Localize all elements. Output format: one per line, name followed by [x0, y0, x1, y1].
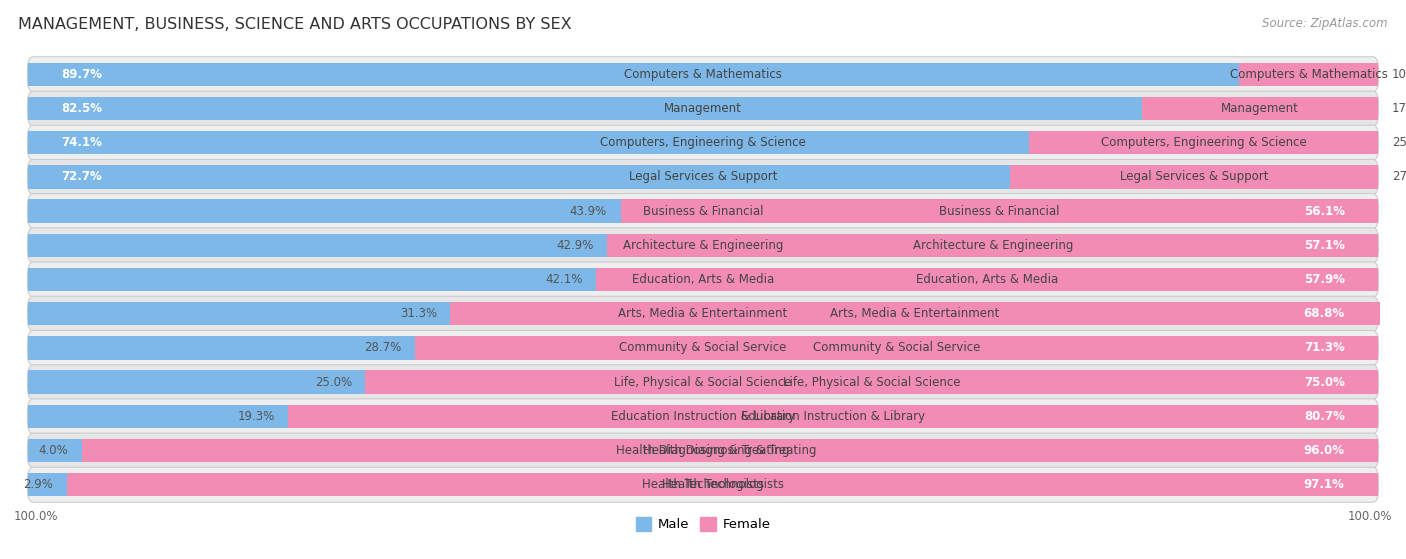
Text: Community & Social Service: Community & Social Service [619, 342, 787, 354]
Text: 97.1%: 97.1% [1303, 479, 1344, 491]
Text: 57.1%: 57.1% [1303, 239, 1344, 252]
FancyBboxPatch shape [28, 296, 1378, 331]
Text: 80.7%: 80.7% [1303, 410, 1344, 423]
FancyBboxPatch shape [28, 467, 1378, 502]
Text: 28.7%: 28.7% [364, 342, 402, 354]
Text: 10.3%: 10.3% [1392, 68, 1406, 80]
Bar [1239, 63, 1378, 86]
Bar [28, 165, 1010, 188]
Text: 27.3%: 27.3% [1392, 170, 1406, 183]
Text: Education Instruction & Library: Education Instruction & Library [612, 410, 794, 423]
Bar [82, 439, 1378, 462]
Text: Life, Physical & Social Science: Life, Physical & Social Science [614, 376, 792, 389]
FancyBboxPatch shape [28, 125, 1378, 160]
Bar [28, 439, 82, 462]
Text: 75.0%: 75.0% [1303, 376, 1344, 389]
Bar [28, 63, 1239, 86]
Text: 19.3%: 19.3% [238, 410, 274, 423]
Text: MANAGEMENT, BUSINESS, SCIENCE AND ARTS OCCUPATIONS BY SEX: MANAGEMENT, BUSINESS, SCIENCE AND ARTS O… [18, 17, 572, 32]
Text: 17.5%: 17.5% [1392, 102, 1406, 115]
Text: Community & Social Service: Community & Social Service [813, 342, 980, 354]
Text: Education, Arts & Media: Education, Arts & Media [631, 273, 775, 286]
FancyBboxPatch shape [28, 364, 1378, 400]
Text: Business & Financial: Business & Financial [643, 205, 763, 217]
Text: Business & Financial: Business & Financial [939, 205, 1060, 217]
Bar [28, 302, 450, 325]
Text: 42.9%: 42.9% [557, 239, 593, 252]
Text: 71.3%: 71.3% [1303, 342, 1344, 354]
Bar [1010, 165, 1378, 188]
FancyBboxPatch shape [28, 262, 1378, 297]
Bar [415, 337, 1378, 359]
FancyBboxPatch shape [28, 57, 1378, 92]
Text: 56.1%: 56.1% [1303, 205, 1344, 217]
Bar [28, 200, 620, 222]
Bar [28, 337, 415, 359]
Bar [66, 473, 1378, 496]
Text: 72.7%: 72.7% [62, 170, 103, 183]
Text: 68.8%: 68.8% [1303, 307, 1344, 320]
FancyBboxPatch shape [28, 399, 1378, 434]
Text: Management: Management [664, 102, 742, 115]
Text: 2.9%: 2.9% [24, 479, 53, 491]
Text: Legal Services & Support: Legal Services & Support [628, 170, 778, 183]
Text: Education Instruction & Library: Education Instruction & Library [741, 410, 925, 423]
Text: Health Diagnosing & Treating: Health Diagnosing & Treating [644, 444, 817, 457]
Text: Education, Arts & Media: Education, Arts & Media [917, 273, 1059, 286]
Text: 96.0%: 96.0% [1303, 444, 1344, 457]
Bar [28, 268, 596, 291]
Bar [28, 405, 288, 428]
Text: Management: Management [1222, 102, 1299, 115]
Text: Architecture & Engineering: Architecture & Engineering [912, 239, 1073, 252]
Text: Arts, Media & Entertainment: Arts, Media & Entertainment [619, 307, 787, 320]
FancyBboxPatch shape [28, 193, 1378, 229]
Bar [450, 302, 1379, 325]
Text: Architecture & Engineering: Architecture & Engineering [623, 239, 783, 252]
Bar [366, 371, 1378, 394]
Text: 100.0%: 100.0% [14, 510, 59, 523]
Text: Computers, Engineering & Science: Computers, Engineering & Science [1101, 136, 1306, 149]
Text: 42.1%: 42.1% [546, 273, 582, 286]
Text: 74.1%: 74.1% [62, 136, 103, 149]
Text: Computers & Mathematics: Computers & Mathematics [624, 68, 782, 80]
Text: 25.9%: 25.9% [1392, 136, 1406, 149]
FancyBboxPatch shape [28, 330, 1378, 366]
Text: 82.5%: 82.5% [62, 102, 103, 115]
Bar [1029, 131, 1378, 154]
FancyBboxPatch shape [28, 91, 1378, 126]
Bar [1142, 97, 1378, 120]
Bar [28, 371, 366, 394]
FancyBboxPatch shape [28, 433, 1378, 468]
Text: 31.3%: 31.3% [399, 307, 437, 320]
Text: Legal Services & Support: Legal Services & Support [1119, 170, 1268, 183]
Bar [28, 131, 1029, 154]
Text: Source: ZipAtlas.com: Source: ZipAtlas.com [1263, 17, 1388, 30]
Legend: Male, Female: Male, Female [630, 511, 776, 537]
Text: 57.9%: 57.9% [1303, 273, 1344, 286]
Text: 100.0%: 100.0% [1347, 510, 1392, 523]
Bar [28, 97, 1142, 120]
Bar [288, 405, 1378, 428]
Text: 89.7%: 89.7% [62, 68, 103, 80]
Text: Computers, Engineering & Science: Computers, Engineering & Science [600, 136, 806, 149]
Bar [607, 234, 1378, 257]
Text: 25.0%: 25.0% [315, 376, 352, 389]
Bar [596, 268, 1378, 291]
Bar [28, 234, 607, 257]
Text: Health Technologists: Health Technologists [662, 479, 783, 491]
Text: Health Technologists: Health Technologists [643, 479, 763, 491]
FancyBboxPatch shape [28, 228, 1378, 263]
Text: Arts, Media & Entertainment: Arts, Media & Entertainment [830, 307, 1000, 320]
Text: Health Diagnosing & Treating: Health Diagnosing & Treating [616, 444, 790, 457]
Text: 43.9%: 43.9% [569, 205, 607, 217]
Text: Computers & Mathematics: Computers & Mathematics [1230, 68, 1388, 80]
FancyBboxPatch shape [28, 159, 1378, 195]
Text: 4.0%: 4.0% [38, 444, 67, 457]
Bar [620, 200, 1378, 222]
Text: Life, Physical & Social Science: Life, Physical & Social Science [783, 376, 960, 389]
Bar [28, 473, 66, 496]
